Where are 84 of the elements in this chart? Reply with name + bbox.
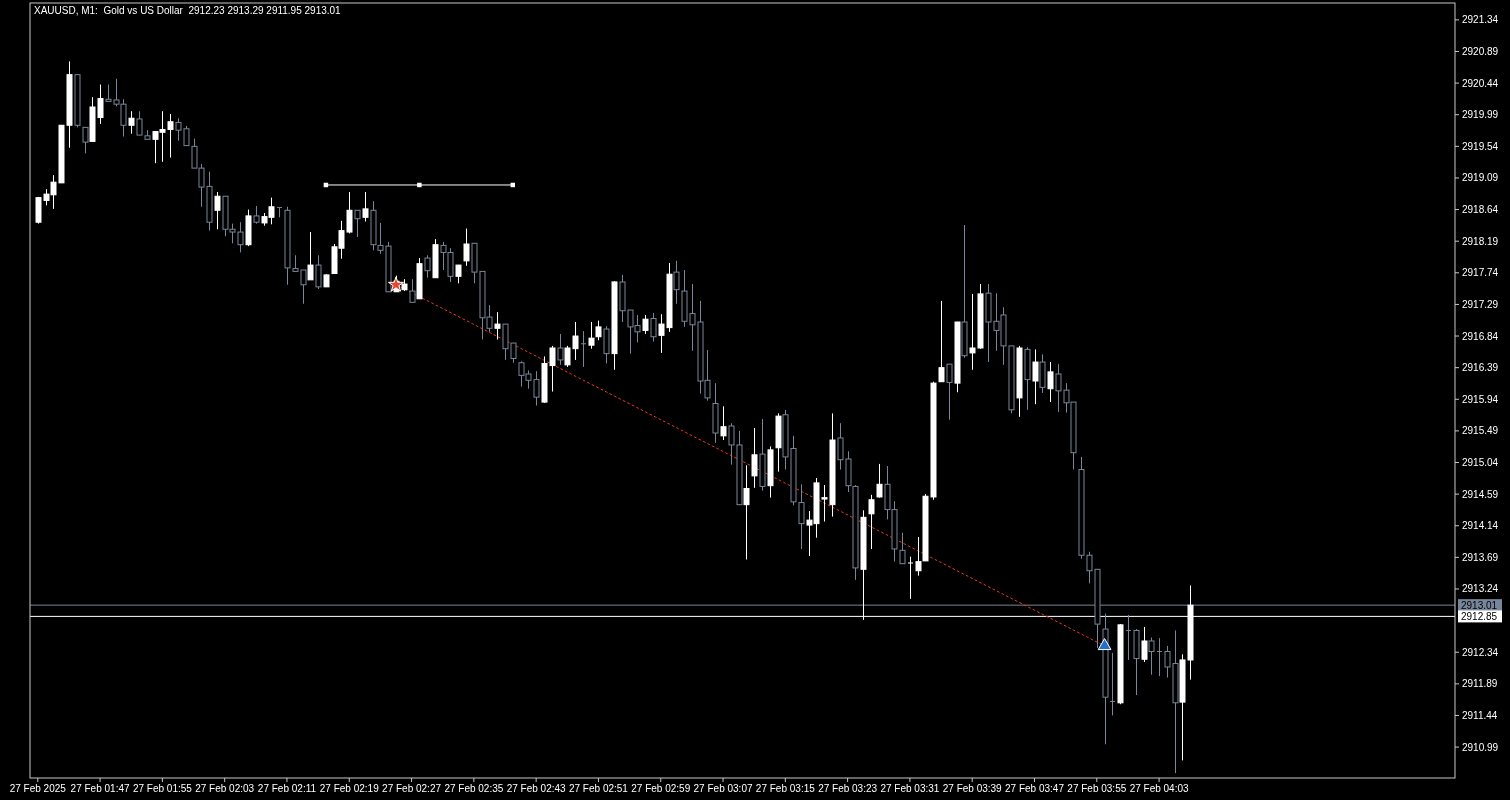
x-tick-label: 27 Feb 02:43 bbox=[506, 783, 567, 794]
y-tick-label: 2915.49 bbox=[1462, 425, 1499, 437]
y-tick-label: 2919.99 bbox=[1462, 109, 1499, 121]
y-tick-label: 2915.94 bbox=[1462, 393, 1499, 405]
candlestick bbox=[494, 311, 501, 341]
x-tick-label: 27 Feb 03:23 bbox=[818, 783, 878, 794]
ref-line-label: 2913.01 bbox=[1461, 599, 1498, 611]
y-tick-label: 2919.09 bbox=[1462, 172, 1499, 184]
candlestick bbox=[1047, 361, 1054, 403]
chart-title: XAUUSD, M1: Gold vs US Dollar 2912.23 2913.29 2911.95 2913.01 bbox=[34, 5, 342, 16]
y-tick-label: 2920.89 bbox=[1462, 45, 1499, 57]
candlestick bbox=[362, 191, 369, 223]
y-tick-label: 2913.24 bbox=[1462, 583, 1499, 595]
candlestick bbox=[580, 330, 587, 368]
candlestick bbox=[1141, 626, 1148, 663]
x-tick-label: 27 Feb 02:27 bbox=[382, 783, 442, 794]
y-tick-label: 2920.44 bbox=[1462, 77, 1499, 89]
candlestick bbox=[876, 463, 883, 499]
candlestick bbox=[1109, 652, 1116, 716]
candlestick bbox=[315, 254, 322, 290]
candlestick bbox=[128, 110, 135, 135]
x-tick-label: 27 Feb 2025 bbox=[9, 783, 67, 794]
x-tick-label: 27 Feb 04:03 bbox=[1129, 783, 1189, 794]
candlestick bbox=[1156, 637, 1163, 677]
candlestick bbox=[938, 300, 945, 383]
x-tick-label: 27 Feb 02:11 bbox=[257, 783, 317, 794]
x-tick-label: 27 Feb 02:59 bbox=[631, 783, 691, 794]
candlestick bbox=[899, 532, 906, 565]
x-tick-label: 27 Feb 03:47 bbox=[1005, 783, 1065, 794]
x-tick-label: 27 Feb 01:47 bbox=[70, 783, 130, 794]
y-tick-label: 2911.44 bbox=[1462, 709, 1498, 721]
candlestick bbox=[673, 260, 680, 305]
x-tick-label: 27 Feb 02:35 bbox=[444, 783, 504, 794]
y-tick-label: 2921.34 bbox=[1462, 14, 1499, 26]
candlestick bbox=[354, 209, 361, 238]
y-tick-label: 2917.29 bbox=[1462, 298, 1499, 310]
x-tick-label: 27 Feb 03:55 bbox=[1067, 783, 1127, 794]
candlestick bbox=[1148, 636, 1155, 676]
y-tick-label: 2910.99 bbox=[1462, 741, 1499, 753]
candlestick bbox=[276, 206, 283, 218]
candlestick bbox=[409, 278, 416, 303]
candlestick bbox=[307, 231, 314, 281]
candlestick bbox=[595, 320, 602, 341]
point bbox=[1097, 638, 1112, 651]
candlestick bbox=[907, 556, 914, 600]
y-tick-label: 2912.34 bbox=[1462, 646, 1499, 658]
candlestick bbox=[424, 254, 431, 279]
y-tick-label: 2916.84 bbox=[1462, 330, 1499, 342]
candlestick bbox=[214, 191, 221, 230]
candlestick bbox=[1125, 614, 1132, 661]
x-tick-label: 27 Feb 02:19 bbox=[319, 783, 380, 794]
y-tick-label: 2911.89 bbox=[1462, 678, 1498, 690]
y-tick-label: 2914.14 bbox=[1462, 520, 1499, 532]
point bbox=[417, 182, 422, 188]
x-tick-label: 27 Feb 03:31 bbox=[880, 783, 940, 794]
candlestick bbox=[1032, 348, 1039, 405]
candlestick bbox=[455, 264, 462, 284]
candlestick bbox=[82, 126, 89, 154]
y-tick-label: 2917.74 bbox=[1462, 267, 1499, 279]
y-tick-label: 2919.54 bbox=[1462, 140, 1499, 152]
y-tick-label: 2913.69 bbox=[1462, 551, 1499, 563]
candlestick bbox=[650, 312, 657, 343]
candlestick bbox=[946, 363, 953, 421]
candlestick bbox=[868, 494, 875, 550]
candlestick bbox=[642, 314, 649, 335]
y-tick-label: 2914.59 bbox=[1462, 488, 1499, 500]
candlestick bbox=[751, 427, 758, 489]
x-tick-label: 27 Feb 03:15 bbox=[755, 783, 816, 794]
y-tick-label: 2915.04 bbox=[1462, 457, 1499, 469]
y-tick-label: 2916.39 bbox=[1462, 362, 1499, 374]
y-tick-label: 2918.19 bbox=[1462, 235, 1499, 247]
x-tick-label: 27 Feb 03:07 bbox=[693, 783, 753, 794]
x-tick-label: 27 Feb 02:51 bbox=[568, 783, 629, 794]
candlestick bbox=[743, 464, 750, 560]
candlestick bbox=[720, 405, 727, 441]
candlestick bbox=[557, 333, 564, 366]
ref-line-label: 2912.85 bbox=[1461, 610, 1498, 622]
x-tick-label: 27 Feb 02:03 bbox=[195, 783, 255, 794]
x-tick-label: 27 Feb 01:55 bbox=[132, 783, 193, 794]
candlestick bbox=[463, 228, 470, 267]
point bbox=[387, 276, 404, 292]
candlestick bbox=[588, 321, 595, 350]
x-tick-label: 27 Feb 03:39 bbox=[942, 783, 1003, 794]
y-tick-label: 2918.64 bbox=[1462, 204, 1499, 216]
